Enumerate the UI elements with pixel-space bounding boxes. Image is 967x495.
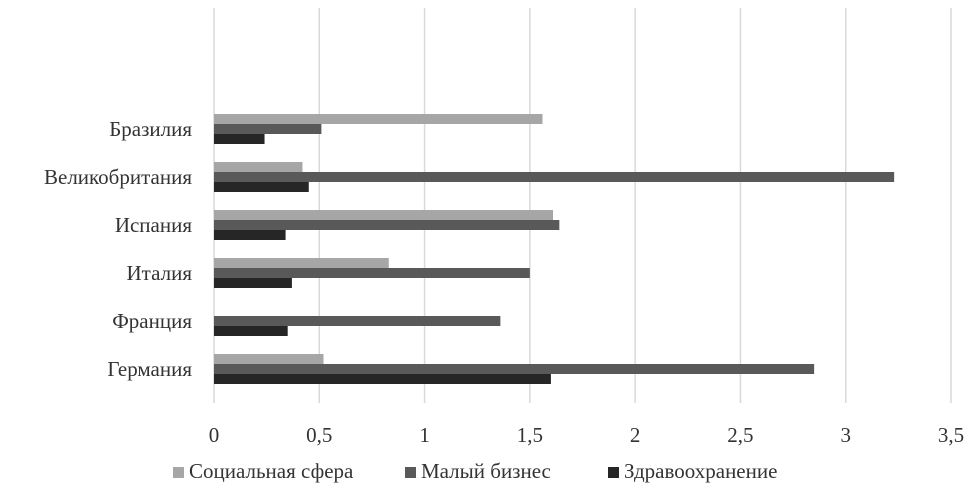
category-label: Великобритания [44,165,192,189]
category-labels: Бразилия Великобритания Испания Италия Франц… [44,117,192,381]
x-tick-labels: 0 0,5 1 1,5 2 2,5 3 3,5 [209,423,964,447]
bar [214,354,324,364]
bar [214,172,895,182]
bar [214,268,530,278]
legend-label: Социальная сфера [189,459,354,483]
bar [214,182,309,192]
bar [214,114,543,124]
x-tick-label: 1 [419,423,430,447]
legend-swatch [608,467,619,478]
category-label: Италия [127,261,193,285]
x-tick-label: 2 [630,423,641,447]
category-label: Франция [112,309,192,333]
legend-label: Здравоохранение [624,459,777,483]
bars [214,114,895,384]
bar [214,124,322,134]
bar [214,364,815,374]
x-tick-label: 2,5 [727,423,753,447]
category-label: Бразилия [109,117,192,141]
legend-label: Малый бизнес [421,459,551,483]
legend: Социальная сфера Малый бизнес Здравоохране… [173,459,777,483]
bar [214,374,551,384]
x-tick-label: 1,5 [517,423,543,447]
bar [214,220,560,230]
bar [214,316,501,326]
x-tick-label: 0,5 [306,423,332,447]
legend-swatch [173,467,184,478]
x-tick-label: 0 [209,423,220,447]
bar [214,230,286,240]
bar [214,258,389,268]
gridlines [213,8,952,403]
bar [214,210,554,220]
x-tick-label: 3,5 [938,423,964,447]
x-tick-label: 3 [840,423,851,447]
bar [214,326,288,336]
bar [214,278,292,288]
legend-swatch [405,467,416,478]
category-label: Германия [107,357,192,381]
bar [214,162,303,172]
category-label: Испания [115,213,193,237]
bar [214,134,265,144]
